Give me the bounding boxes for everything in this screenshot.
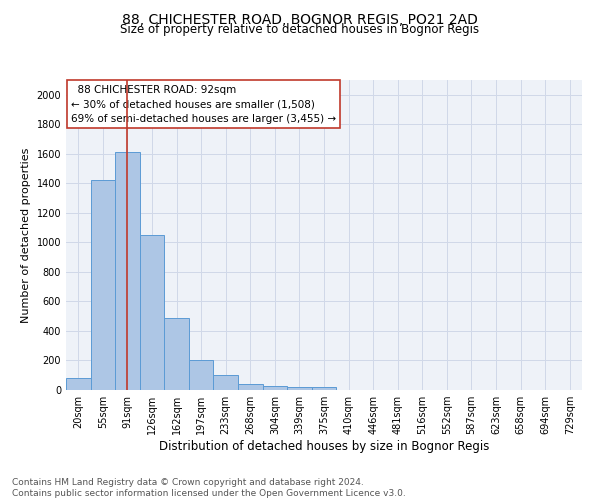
Text: Size of property relative to detached houses in Bognor Regis: Size of property relative to detached ho…: [121, 22, 479, 36]
X-axis label: Distribution of detached houses by size in Bognor Regis: Distribution of detached houses by size …: [159, 440, 489, 453]
Text: 88, CHICHESTER ROAD, BOGNOR REGIS, PO21 2AD: 88, CHICHESTER ROAD, BOGNOR REGIS, PO21 …: [122, 12, 478, 26]
Bar: [140, 235, 164, 390]
Text: Contains HM Land Registry data © Crown copyright and database right 2024.
Contai: Contains HM Land Registry data © Crown c…: [12, 478, 406, 498]
Bar: [287, 387, 312, 390]
Y-axis label: Number of detached properties: Number of detached properties: [21, 148, 31, 322]
Bar: [312, 388, 336, 390]
Bar: [91, 180, 115, 390]
Bar: [66, 378, 91, 390]
Bar: [214, 374, 238, 390]
Bar: [263, 386, 287, 390]
Bar: [238, 384, 263, 390]
Bar: [164, 318, 189, 390]
Bar: [115, 152, 140, 390]
Bar: [189, 360, 214, 390]
Text: 88 CHICHESTER ROAD: 92sqm
← 30% of detached houses are smaller (1,508)
69% of se: 88 CHICHESTER ROAD: 92sqm ← 30% of detac…: [71, 84, 336, 124]
